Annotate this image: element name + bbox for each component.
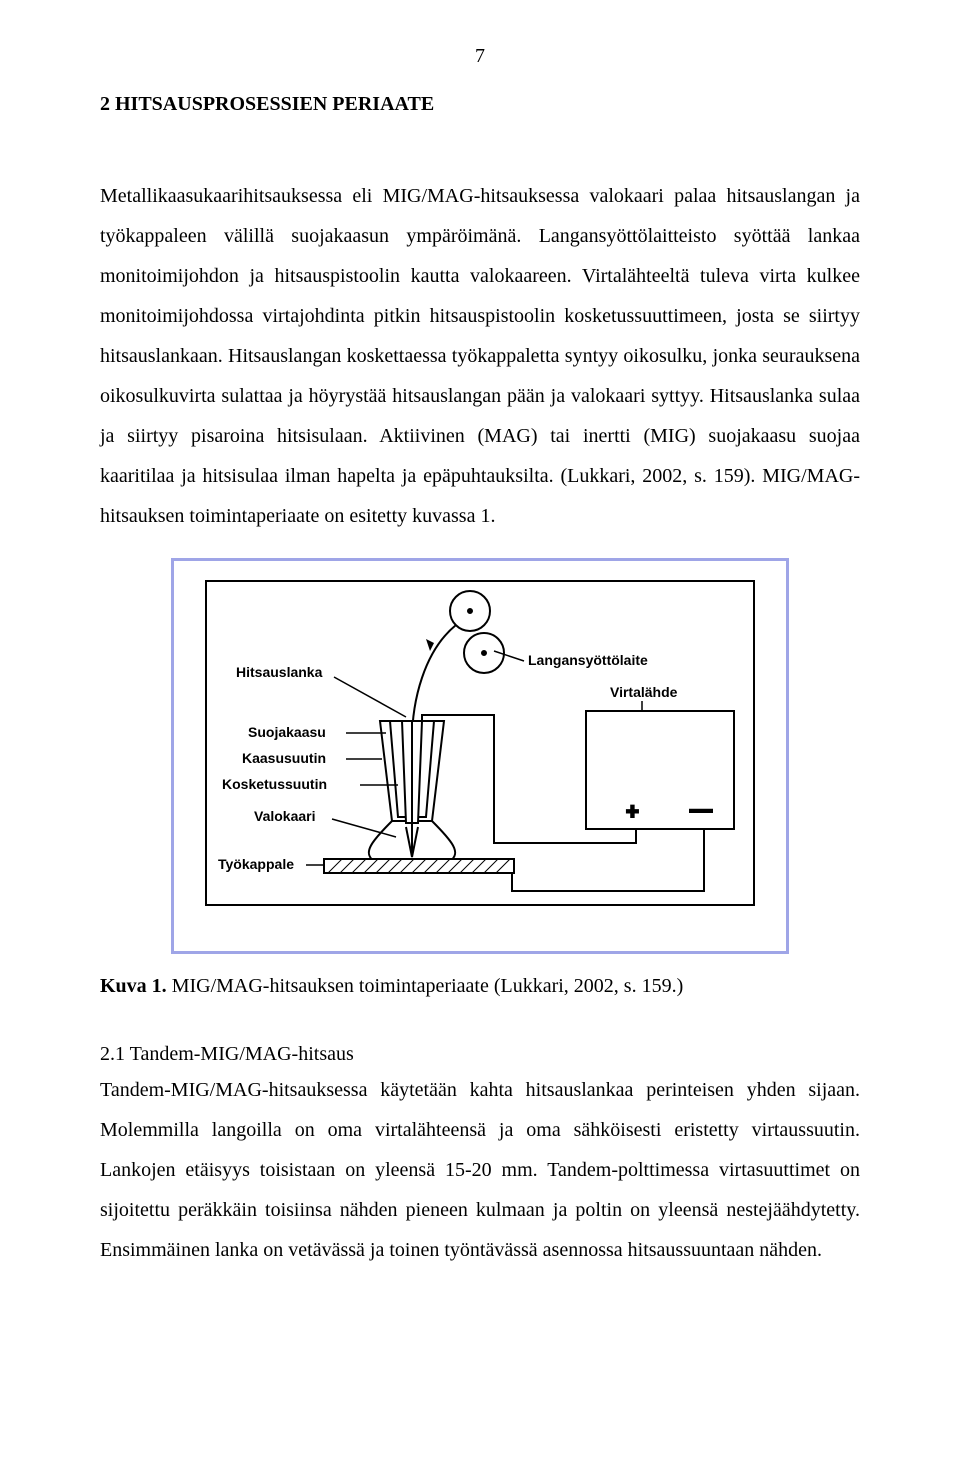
paper-page: 7 2 HITSAUSPROSESSIEN PERIAATE Metallika… [0,0,960,1352]
minus-terminal: — [690,797,712,822]
paragraph-2: Tandem-MIG/MAG-hitsauksessa käytetään ka… [100,1070,860,1270]
feed-rollers-icon [450,591,504,673]
label-tyokappale: Työkappale [218,856,294,872]
section-heading: 2 HITSAUSPROSESSIEN PERIAATE [100,92,860,116]
caption-rest: MIG/MAG-hitsauksen toimintaperiaate (Luk… [167,975,684,997]
label-hitsauslanka: Hitsauslanka [236,664,323,680]
label-virtalahde: Virtalähde [610,684,678,700]
label-valokaari: Valokaari [254,808,316,824]
label-suojakaasu: Suojakaasu [248,724,326,740]
subsection-heading: 2.1 Tandem-MIG/MAG-hitsaus [100,1040,860,1068]
workpiece-icon [324,859,514,873]
power-source-icon: + — [586,711,734,829]
label-langansyottolaite: Langansyöttölaite [528,652,648,668]
page-number: 7 [100,44,860,68]
paragraph-1: Metallikaasukaarihitsauksessa eli MIG/MA… [100,176,860,536]
figure-mig-mag-schematic: + — [171,558,789,954]
figure-caption: Kuva 1. MIG/MAG-hitsauksen toimintaperia… [100,972,860,1000]
torch-icon [380,721,444,853]
label-kaasusuutin: Kaasusuutin [242,750,326,766]
caption-bold: Kuva 1. [100,975,167,997]
label-kosketussuutin: Kosketussuutin [222,776,327,792]
plus-terminal: + [626,799,639,824]
